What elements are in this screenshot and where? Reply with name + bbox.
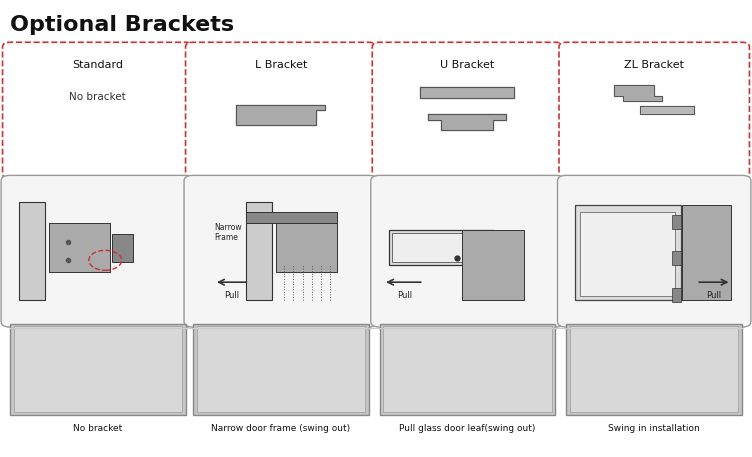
Text: Pull: Pull [224, 291, 239, 300]
Text: Swing in installation: Swing in installation [608, 424, 700, 433]
Text: Standard: Standard [72, 60, 123, 70]
Bar [672, 251, 681, 266]
FancyBboxPatch shape [372, 42, 562, 179]
Bar [275, 223, 337, 272]
Polygon shape [428, 114, 506, 130]
Bar [389, 230, 494, 266]
Text: Narrow
Frame: Narrow Frame [214, 223, 241, 243]
Text: Optional Brackets: Optional Brackets [10, 15, 234, 35]
FancyBboxPatch shape [2, 42, 193, 179]
Bar [246, 212, 337, 223]
Bar [193, 324, 368, 415]
Bar [14, 326, 182, 413]
FancyBboxPatch shape [557, 175, 751, 327]
Bar [246, 202, 272, 301]
Bar [570, 326, 738, 413]
Polygon shape [235, 105, 325, 125]
Bar [566, 324, 742, 415]
Bar [575, 205, 681, 301]
Text: No bracket: No bracket [69, 92, 126, 102]
Bar [10, 324, 186, 415]
Text: Pull: Pull [706, 291, 721, 300]
Text: L Bracket: L Bracket [255, 60, 307, 70]
Polygon shape [420, 86, 514, 98]
Bar [49, 223, 110, 272]
Bar [672, 288, 681, 302]
Bar [462, 230, 523, 301]
Bar [672, 215, 681, 228]
Bar [380, 324, 555, 415]
Bar [19, 202, 45, 301]
Text: U Bracket: U Bracket [441, 60, 495, 70]
Text: Pull glass door leaf(swing out): Pull glass door leaf(swing out) [399, 424, 535, 433]
Polygon shape [640, 106, 693, 115]
FancyBboxPatch shape [559, 42, 750, 179]
Text: Narrow door frame (swing out): Narrow door frame (swing out) [211, 424, 350, 433]
Text: No bracket: No bracket [73, 424, 123, 433]
Bar [384, 326, 551, 413]
Polygon shape [614, 85, 663, 101]
Bar [112, 234, 133, 262]
Bar [197, 326, 365, 413]
Bar [682, 205, 732, 301]
Bar [392, 233, 490, 262]
FancyBboxPatch shape [186, 42, 376, 179]
FancyBboxPatch shape [371, 175, 564, 327]
FancyBboxPatch shape [184, 175, 378, 327]
Bar [581, 212, 675, 296]
Text: Pull: Pull [397, 291, 412, 300]
FancyBboxPatch shape [1, 175, 195, 327]
Text: ZL Bracket: ZL Bracket [624, 60, 684, 70]
